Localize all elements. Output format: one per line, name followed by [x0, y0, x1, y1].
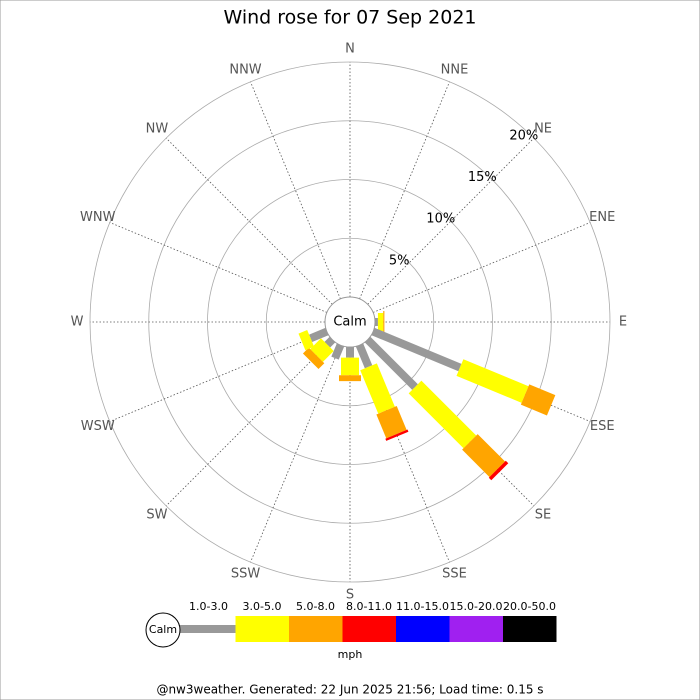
bar-segment — [324, 336, 336, 348]
calm-label: Calm — [333, 315, 366, 330]
r-tick-label: 20% — [509, 129, 538, 144]
legend-swatch — [503, 616, 557, 642]
direction-label: SSW — [231, 567, 261, 582]
spoke — [250, 344, 341, 563]
bar-segment — [371, 327, 462, 372]
legend-swatch — [289, 616, 343, 642]
direction-label: ESE — [590, 419, 615, 434]
legend-swatch — [449, 616, 503, 642]
spoke — [372, 222, 591, 313]
bar-segment — [310, 338, 334, 362]
ring — [265, 237, 435, 407]
direction-label: SSE — [442, 567, 467, 582]
r-tick-label: 15% — [468, 170, 497, 185]
footer: @nw3weather. Generated: 22 Jun 2025 21:5… — [156, 683, 543, 697]
direction-label: WNW — [80, 210, 116, 225]
bar-segment — [385, 429, 409, 441]
legend-calm-circle — [145, 612, 181, 648]
bar-segment — [408, 380, 477, 449]
spoke — [165, 137, 333, 305]
legend-label: 20.0-50.0 — [503, 600, 556, 613]
direction-label: NE — [534, 121, 552, 136]
direction-label: N — [345, 42, 355, 57]
bar-segment — [364, 336, 418, 390]
ring — [207, 179, 493, 465]
legend-label: 5.0-8.0 — [296, 600, 335, 613]
direction-label: S — [346, 588, 354, 603]
spoke — [109, 331, 328, 422]
direction-label: NW — [146, 121, 169, 136]
spoke — [109, 222, 328, 313]
bar-segment — [298, 329, 315, 351]
spoke — [250, 81, 341, 300]
spoke — [165, 339, 333, 507]
direction-label: WSW — [81, 419, 115, 434]
legend-label: 1.0-3.0 — [189, 600, 228, 613]
direction-label: NNW — [229, 62, 261, 77]
legend-label: 11.0-15.0 — [396, 600, 449, 613]
direction-label: E — [619, 315, 627, 330]
legend-calm-label: Calm — [149, 623, 177, 636]
bar-segment — [520, 384, 556, 416]
bar-segment — [331, 343, 345, 360]
r-tick-label: 10% — [426, 212, 455, 227]
direction-label: NNE — [441, 62, 469, 77]
bar-segment — [488, 460, 509, 481]
legend-swatch — [342, 616, 396, 642]
legend-label: 3.0-5.0 — [243, 600, 282, 613]
chart-title: Wind rose for 07 Sep 2021 — [223, 7, 476, 29]
bar-segment — [355, 343, 373, 369]
bar-segment — [309, 327, 329, 343]
legend-label: 8.0-11.0 — [346, 600, 392, 613]
bar-segment — [360, 363, 395, 414]
r-tick-label: 5% — [389, 253, 410, 268]
legend-label: 15.0-20.0 — [450, 600, 503, 613]
spoke — [359, 81, 450, 300]
direction-label: ENE — [589, 210, 615, 225]
legend-swatch — [235, 616, 289, 642]
direction-label: SW — [146, 508, 167, 523]
direction-label: SE — [535, 508, 551, 523]
bar-segment — [462, 434, 506, 478]
legend-swatch — [396, 616, 450, 642]
bar-segment — [302, 347, 325, 370]
unit-label: mph — [338, 648, 363, 661]
calm-circle — [324, 296, 376, 348]
spoke — [367, 137, 535, 305]
direction-label: W — [71, 315, 84, 330]
bar-segment — [376, 406, 407, 439]
bar-segment — [456, 359, 529, 403]
